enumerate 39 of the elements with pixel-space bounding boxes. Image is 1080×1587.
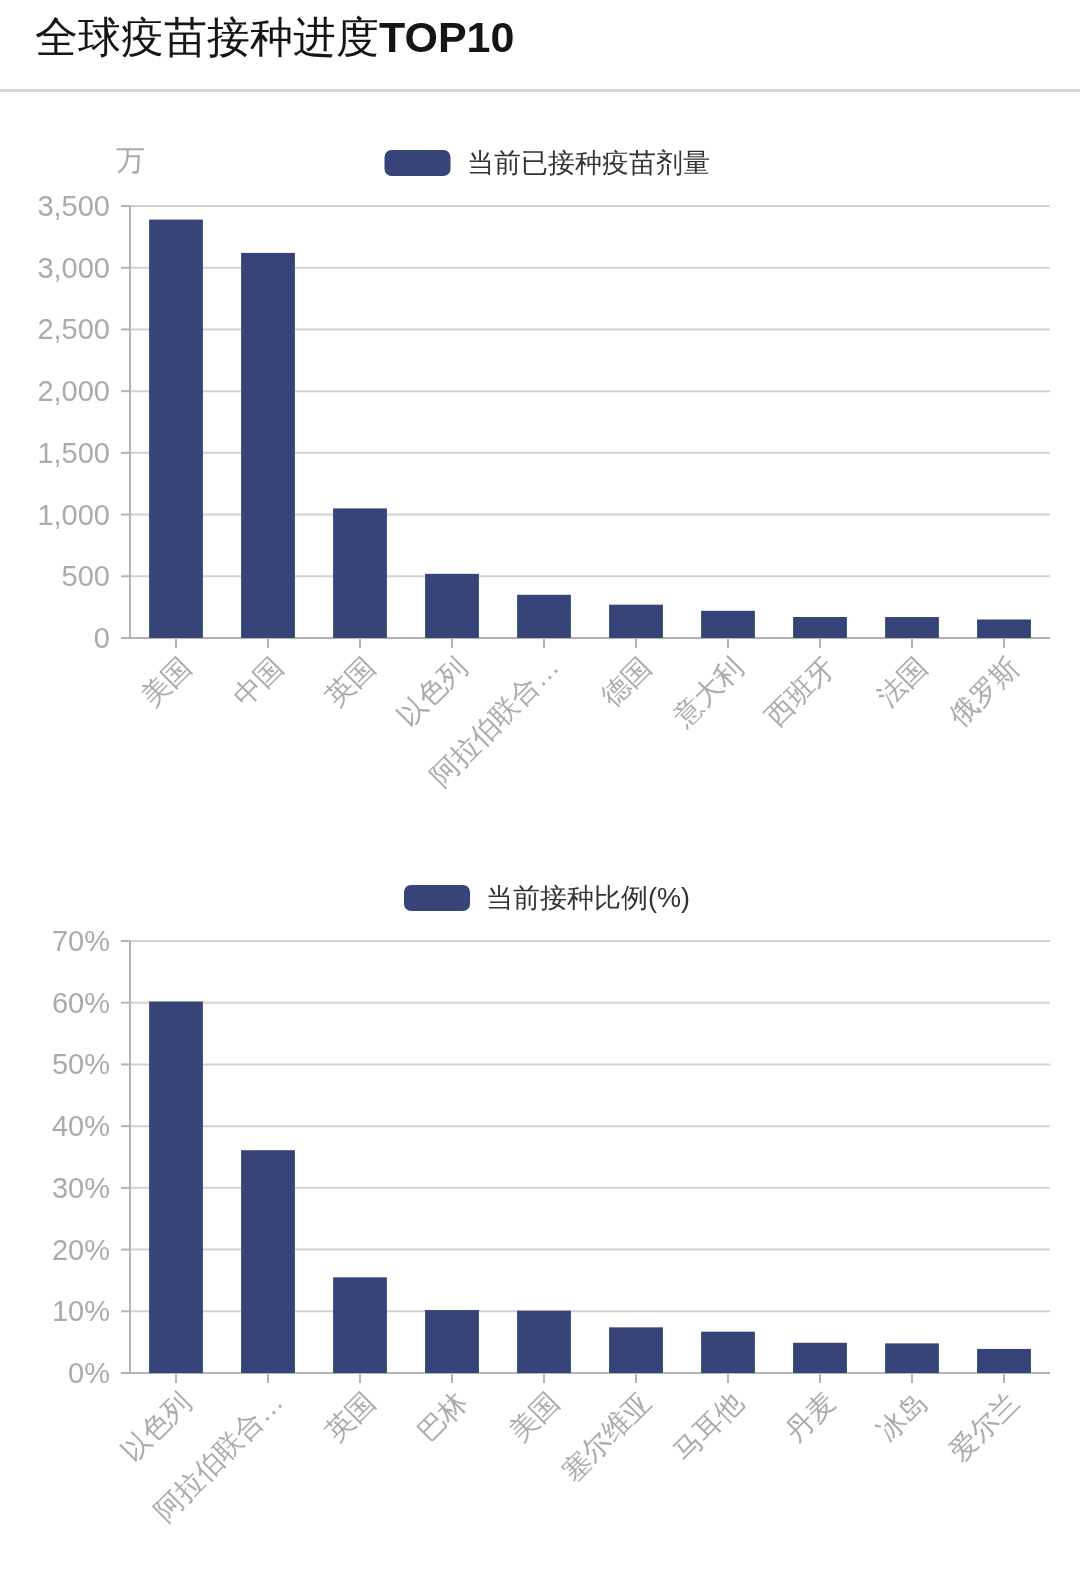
y-tick-label: 3,000	[37, 251, 110, 284]
x-tick-label: 马耳他	[667, 1386, 749, 1468]
y-tick-label: 40%	[51, 1110, 110, 1143]
x-tick-label: 西班牙	[759, 651, 841, 733]
x-tick-label: 巴林	[411, 1386, 473, 1448]
x-tick-label: 丹麦	[779, 1386, 841, 1448]
y-tick-label: 30%	[51, 1171, 110, 1204]
x-tick-label: 以色列	[115, 1386, 197, 1468]
legend: 当前接种比例(%)	[404, 883, 690, 913]
x-tick-label: 美国	[135, 651, 197, 713]
y-tick-label: 0	[93, 622, 110, 654]
y-tick-label: 2,500	[37, 313, 110, 346]
y-axis-title: 万	[115, 144, 145, 176]
y-tick-label: 50%	[51, 1048, 110, 1081]
y-tick-label: 70%	[51, 925, 110, 957]
x-tick-label: 意大利	[666, 651, 749, 734]
chart-title: 全球疫苗接种进度TOP10	[35, 13, 515, 61]
x-tick-label: 美国	[503, 1386, 565, 1448]
y-tick-label: 20%	[51, 1233, 110, 1266]
y-tick-label: 60%	[51, 986, 110, 1019]
legend: 当前已接种疫苗剂量	[384, 148, 710, 178]
y-tick-label: 3,500	[37, 190, 110, 222]
x-tick-label: 中国	[227, 651, 289, 713]
x-tick-label: 英国	[319, 1386, 381, 1448]
x-tick-label: 法国	[871, 651, 933, 713]
legend-label: 当前接种比例(%)	[486, 883, 690, 913]
x-tick-label: 俄罗斯	[943, 651, 1025, 733]
x-tick-label: 冰岛	[871, 1386, 933, 1448]
y-tick-label: 0%	[68, 1357, 110, 1389]
x-tick-label: 以色列	[391, 651, 473, 733]
y-tick-label: 1,500	[37, 436, 110, 469]
x-tick-label: 爱尔兰	[943, 1386, 1025, 1468]
y-tick-label: 500	[61, 560, 110, 593]
y-tick-label: 1,000	[37, 498, 110, 531]
y-tick-label: 2,000	[37, 375, 110, 408]
x-tick-label: 德国	[595, 651, 657, 713]
legend-label: 当前已接种疫苗剂量	[466, 148, 710, 178]
y-tick-label: 10%	[51, 1295, 110, 1328]
x-tick-label: 英国	[319, 651, 381, 713]
